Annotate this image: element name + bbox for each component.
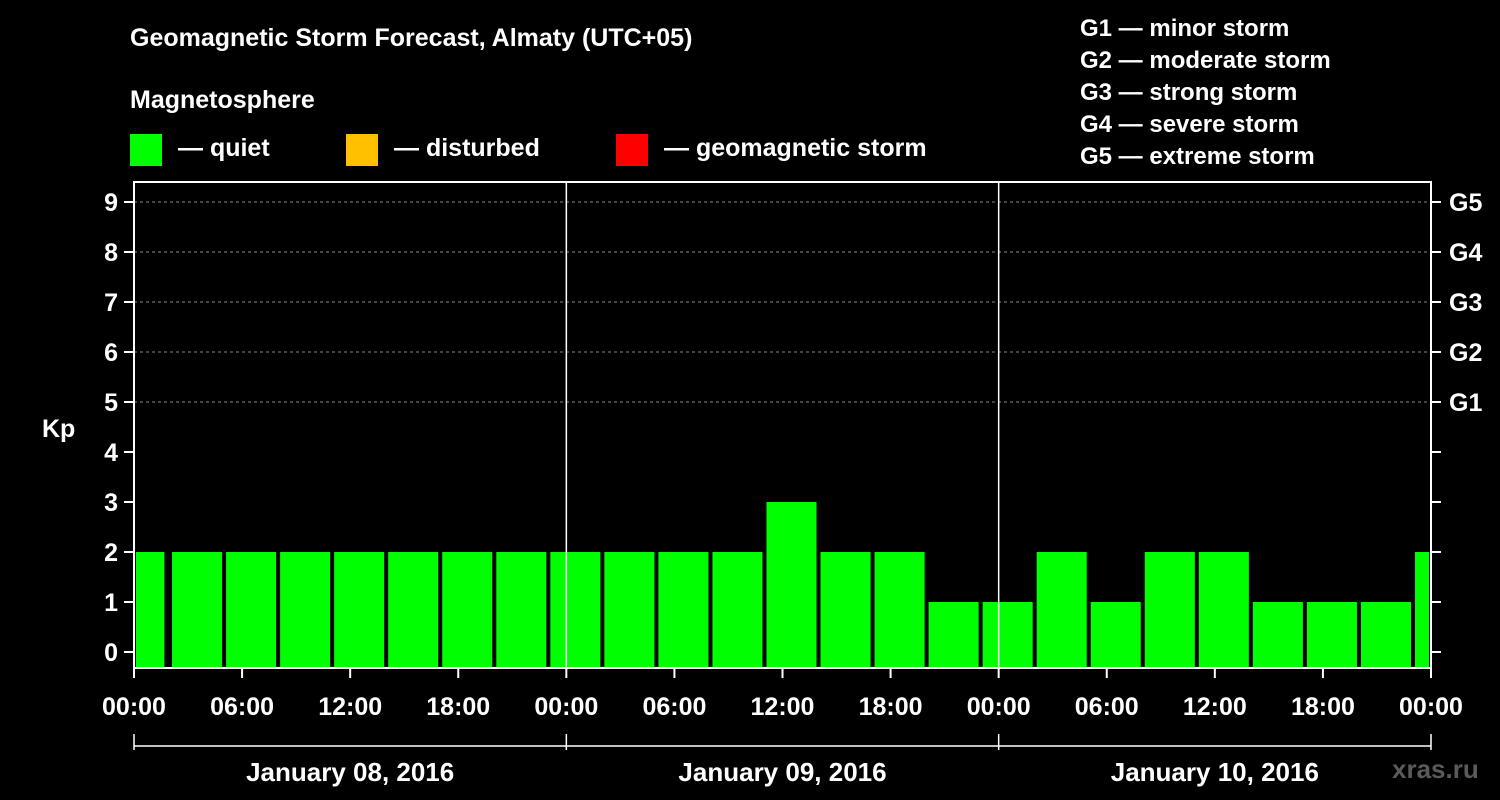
legend-swatch-quiet	[130, 134, 162, 166]
legend-label-storm: — geomagnetic storm	[664, 134, 927, 162]
g-scale-g5: G5 — extreme storm	[1080, 143, 1315, 170]
g-axis-label: G1	[1449, 389, 1482, 417]
g-scale-g3: G3 — strong storm	[1080, 79, 1298, 106]
chart-title: Geomagnetic Storm Forecast, Almaty (UTC+…	[130, 24, 693, 52]
kp-bar	[280, 552, 331, 668]
y-tick-label: 0	[104, 639, 118, 667]
kp-bar	[874, 552, 925, 668]
kp-bar	[820, 552, 871, 668]
y-tick-label: 9	[104, 189, 118, 217]
kp-bar	[604, 552, 655, 668]
x-tick-label: 06:00	[210, 693, 274, 721]
g-scale-g4: G4 — severe storm	[1080, 111, 1299, 138]
y-tick-label: 4	[104, 439, 118, 467]
watermark: xras.ru	[1392, 754, 1479, 784]
legend-heading: Magnetosphere	[130, 86, 315, 114]
kp-bar	[1414, 552, 1429, 668]
y-tick-label: 2	[104, 539, 118, 567]
kp-bar	[334, 552, 385, 668]
y-tick-label: 3	[104, 489, 118, 517]
kp-bar	[928, 602, 979, 668]
g-scale-g1: G1 — minor storm	[1080, 15, 1290, 42]
y-tick-label: 5	[104, 389, 118, 417]
kp-bar	[1252, 602, 1303, 668]
g-axis-label: G4	[1449, 239, 1482, 267]
kp-bar	[496, 552, 547, 668]
kp-bar	[1144, 552, 1195, 668]
legend-label-quiet: — quiet	[178, 134, 270, 162]
kp-bar	[388, 552, 439, 668]
g-scale-g2: G2 — moderate storm	[1080, 47, 1331, 74]
kp-bar	[982, 602, 1033, 668]
day-label: January 10, 2016	[1111, 757, 1319, 787]
x-tick-label: 00:00	[534, 693, 598, 721]
y-tick-label: 8	[104, 239, 118, 267]
x-tick-label: 00:00	[102, 693, 166, 721]
kp-bar	[1360, 602, 1411, 668]
day-label: January 09, 2016	[678, 757, 886, 787]
x-tick-label: 00:00	[1399, 693, 1463, 721]
x-tick-label: 12:00	[751, 693, 815, 721]
y-tick-label: 1	[104, 589, 118, 617]
g-axis-label: G3	[1449, 289, 1482, 317]
x-tick-label: 12:00	[318, 693, 382, 721]
y-tick-label: 7	[104, 289, 118, 317]
x-tick-label: 12:00	[1183, 693, 1247, 721]
x-tick-label: 06:00	[642, 693, 706, 721]
x-tick-label: 06:00	[1075, 693, 1139, 721]
x-tick-label: 18:00	[1291, 693, 1355, 721]
day-label: January 08, 2016	[246, 757, 454, 787]
legend-label-disturbed: — disturbed	[394, 134, 540, 162]
kp-bar	[172, 552, 223, 668]
kp-bar	[550, 552, 601, 668]
legend-swatch-storm	[616, 134, 648, 166]
kp-bar	[1198, 552, 1249, 668]
y-axis-title: Kp	[42, 415, 75, 443]
kp-bar	[766, 502, 817, 668]
kp-bar	[136, 552, 165, 668]
kp-bar	[1036, 552, 1087, 668]
x-tick-label: 18:00	[859, 693, 923, 721]
kp-bar	[226, 552, 277, 668]
kp-bar	[658, 552, 709, 668]
g-axis-label: G5	[1449, 189, 1482, 217]
y-tick-label: 6	[104, 339, 118, 367]
kp-bar	[442, 552, 493, 668]
x-tick-label: 18:00	[426, 693, 490, 721]
g-axis-label: G2	[1449, 339, 1482, 367]
kp-bar	[1090, 602, 1141, 668]
kp-bar	[1306, 602, 1357, 668]
kp-bar	[712, 552, 763, 668]
x-tick-label: 00:00	[967, 693, 1031, 721]
legend-swatch-disturbed	[346, 134, 378, 166]
